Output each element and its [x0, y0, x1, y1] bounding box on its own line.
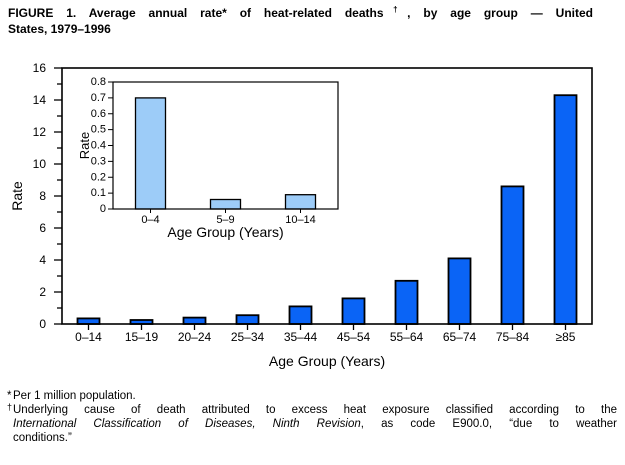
footnote-dagger-line3: conditions.”	[13, 432, 72, 444]
main-x-tick-label: 35–44	[284, 330, 318, 344]
main-y-tick-label: 10	[33, 157, 47, 171]
inset-y-tick-label: 0.1	[91, 187, 106, 199]
main-bar-≥85	[553, 94, 578, 325]
inset-y-axis-title: Rate	[77, 132, 92, 159]
main-x-tick-label: 45–54	[337, 330, 371, 344]
footnote-dagger-line1-text: Underlying cause of death attributed to …	[13, 404, 617, 416]
main-y-tick-label: 4	[39, 253, 46, 267]
main-y-tick-label: 2	[39, 285, 46, 299]
title-dagger-superscript: †	[383, 5, 408, 14]
inset-y-tick-label: 0.4	[91, 140, 106, 152]
inset-x-tick-label: 0–4	[141, 214, 159, 226]
main-y-tick-label: 6	[39, 221, 46, 235]
inset-y-tick-label: 0	[100, 203, 106, 215]
main-y-tick-label: 0	[39, 317, 46, 331]
figure-title-line2: States, 1979–1996	[8, 22, 111, 36]
footnote-asterisk: * Per 1 million population.	[7, 389, 617, 403]
icd-title-italic: International Classification of Diseases…	[13, 418, 361, 430]
inset-chart: 0 0.1 0.2 0.3 0.4 0.5 0.6 0.7 0.8 0–4 5–9 10–14 Rate…	[77, 76, 339, 240]
footnote-dagger-line1: †Underlying cause of death attributed to…	[7, 402, 617, 417]
inset-x-tick-label: 5–9	[216, 214, 234, 226]
asterisk-marker: *	[7, 390, 12, 402]
inset-bar-5–9	[209, 198, 242, 210]
inset-bar-10–14	[284, 194, 317, 210]
main-bar-20–24	[182, 316, 207, 325]
footnote-dagger: †Underlying cause of death attributed to…	[7, 402, 617, 445]
dagger-marker: †	[7, 402, 13, 412]
inset-y-tick-label: 0.7	[91, 92, 106, 104]
main-bar-65–74	[447, 257, 472, 325]
main-x-tick-label: 75–84	[496, 330, 530, 344]
main-x-axis-title: Age Group (Years)	[269, 353, 385, 369]
footnote-dagger-line2-text: , as code E900.0, “due to weather	[360, 418, 617, 430]
inset-y-tick-label: 0.5	[91, 124, 106, 136]
main-bar-25–34	[235, 314, 260, 325]
main-y-axis-title: Rate	[9, 181, 25, 211]
figure-title: FIGURE 1. Average annual rate* of heat-r…	[8, 5, 593, 37]
main-x-tick-label: 20–24	[178, 330, 212, 344]
footnote-dagger-line2: International Classification of Diseases…	[13, 417, 617, 431]
main-x-tick-label: 65–74	[443, 330, 477, 344]
main-bar-55–64	[394, 279, 419, 325]
inset-y-tick-label: 0.2	[91, 171, 106, 183]
title-text-post-dagger: , by age group — United	[407, 6, 593, 20]
title-text-pre-dagger: FIGURE 1. Average annual rate* of heat-r…	[8, 6, 384, 20]
main-x-tick-label: 15–19	[125, 330, 159, 344]
inset-x-tick-label: 10–14	[285, 214, 316, 226]
main-y-tick-label: 14	[33, 93, 47, 107]
main-y-tick-label: 8	[39, 189, 46, 203]
main-x-tick-label: 25–34	[231, 330, 265, 344]
figure-title-line1: FIGURE 1. Average annual rate* of heat-r…	[8, 5, 593, 21]
inset-bar-0–4	[134, 97, 167, 210]
footnote-asterisk-text: Per 1 million population.	[13, 390, 136, 402]
main-x-tick-label: 55–64	[390, 330, 424, 344]
main-y-tick-label: 16	[33, 61, 47, 75]
main-bar-45–54	[341, 297, 366, 325]
inset-y-tick-label: 0.6	[91, 108, 106, 120]
inset-y-tick-label: 0.3	[91, 155, 106, 167]
main-bar-35–44	[288, 305, 313, 325]
main-chart: 0 2 4 6 8 10 12 14 16 0–14 15–19 20–24 25–34 35–44 45–…	[9, 61, 593, 369]
main-bar-0–14	[76, 317, 101, 325]
inset-y-tick-label: 0.8	[91, 76, 106, 88]
inset-x-axis-title: Age Group (Years)	[167, 224, 283, 240]
main-y-tick-label: 12	[33, 125, 47, 139]
footnotes: * Per 1 million population. †Underlying c…	[7, 389, 617, 445]
main-bar-75–84	[500, 185, 525, 325]
main-x-tick-label: ≥85	[556, 330, 576, 344]
main-x-tick-label: 0–14	[75, 330, 102, 344]
